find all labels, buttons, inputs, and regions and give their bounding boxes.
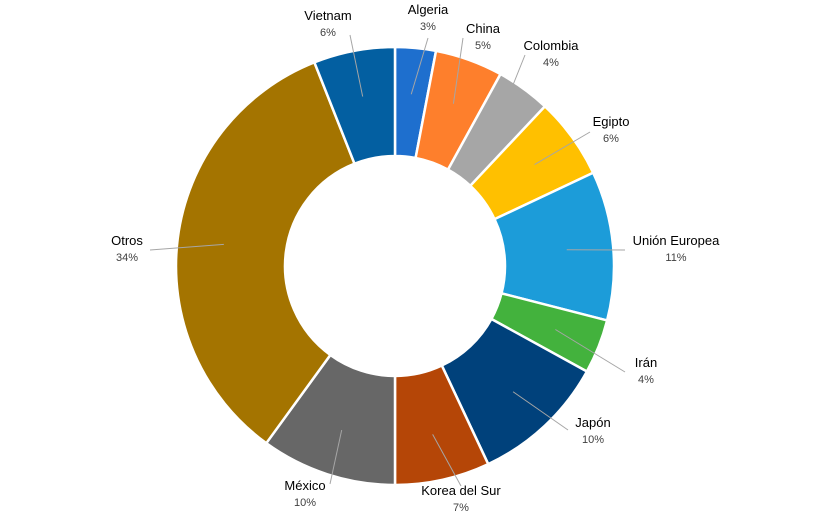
- slice-percent-mexico: 10%: [294, 497, 316, 509]
- slice-percent-colombia: 4%: [543, 57, 559, 69]
- slice-label-japon: Japón: [575, 415, 610, 430]
- leader-line-egipto: [534, 131, 591, 166]
- leader-line-colombia: [495, 54, 526, 127]
- leader-lines-group: [149, 34, 626, 487]
- leader-line-vietnam: [349, 34, 364, 97]
- slice-label-colombia: Colombia: [524, 38, 580, 53]
- slice-percent-japon: 10%: [582, 434, 604, 446]
- leader-line-japon: [512, 391, 569, 431]
- slice-label-otros: Otros: [111, 233, 143, 248]
- slice-label-mexico: México: [284, 478, 325, 493]
- leader-line-korea-del-sur: [432, 434, 462, 487]
- slice-label-korea-del-sur: Korea del Sur: [421, 483, 501, 498]
- slice-percent-china: 5%: [475, 40, 491, 52]
- slice-label-china: China: [466, 21, 501, 36]
- slice-label-egipto: Egipto: [593, 114, 630, 129]
- slice-percent-algeria: 3%: [420, 21, 436, 33]
- slice-label-iran: Irán: [635, 355, 657, 370]
- slice-vietnam: [312, 45, 397, 166]
- slice-percent-egipto: 6%: [603, 133, 619, 145]
- slice-percent-iran: 4%: [638, 374, 654, 386]
- slice-percent-korea-del-sur: 7%: [453, 502, 469, 514]
- slice-label-union-europea: Unión Europea: [633, 233, 720, 248]
- slice-label-algeria: Algeria: [408, 2, 449, 17]
- slice-otros: [174, 60, 357, 445]
- slice-percent-union-europea: 11%: [665, 252, 686, 264]
- leader-line-china: [452, 37, 464, 104]
- slices-group: [174, 45, 616, 487]
- leader-line-iran: [555, 329, 626, 373]
- leader-line-algeria: [410, 37, 429, 95]
- slice-percent-otros: 34%: [116, 252, 138, 264]
- leader-line-otros: [149, 243, 224, 251]
- slice-label-vietnam: Vietnam: [304, 8, 351, 23]
- slice-percent-vietnam: 6%: [320, 27, 336, 39]
- labels-group: Algeria 3% China 5% Colombia 4% Egipto 6% Unión …: [111, 2, 720, 514]
- leader-line-mexico: [329, 429, 343, 485]
